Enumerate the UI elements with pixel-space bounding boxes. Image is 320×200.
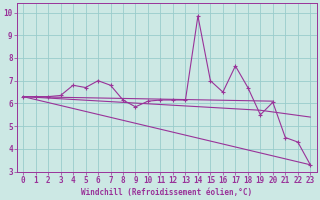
X-axis label: Windchill (Refroidissement éolien,°C): Windchill (Refroidissement éolien,°C) [81,188,252,197]
